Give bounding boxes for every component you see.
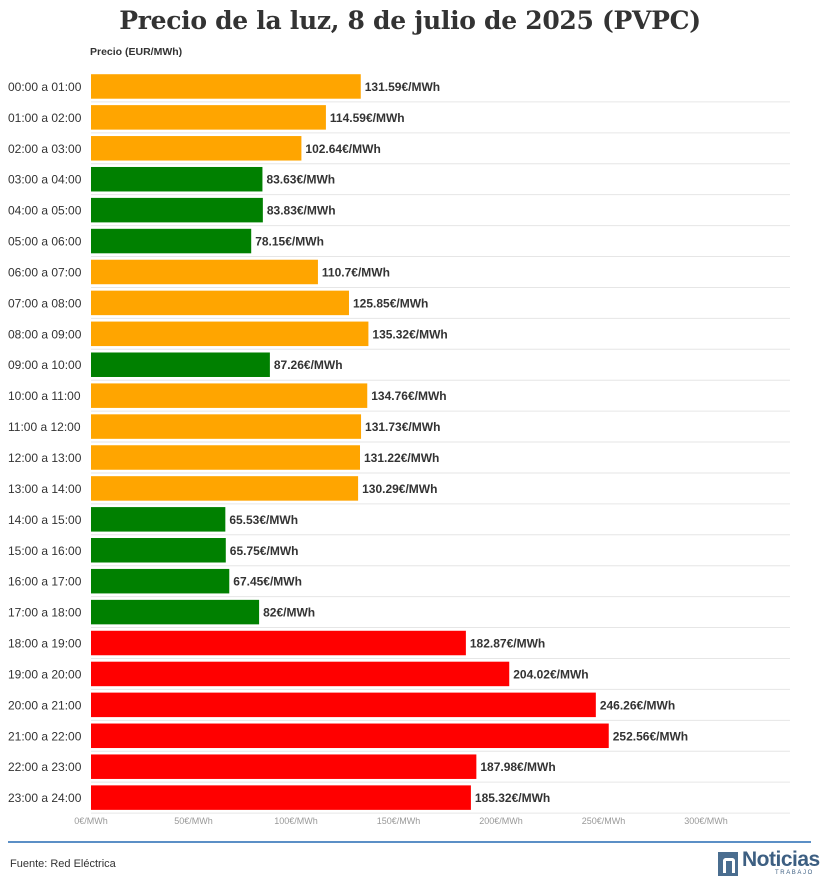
x-tick-label: 50€/MWh — [174, 816, 213, 826]
value-label: 131.73€/MWh — [365, 420, 440, 434]
value-label: 67.45€/MWh — [233, 575, 302, 589]
price-bar — [91, 538, 226, 563]
unit-label: Precio (EUR/MWh) — [90, 46, 183, 58]
price-bar — [91, 228, 252, 254]
price-bar — [91, 197, 263, 223]
value-label: 182.87€/MWh — [470, 637, 545, 651]
hour-label: 12:00 a 13:00 — [8, 451, 82, 465]
x-tick-label: 150€/MWh — [377, 816, 421, 826]
x-tick-label: 300€/MWh — [684, 816, 728, 826]
value-label: 83.83€/MWh — [267, 204, 336, 218]
hour-label: 15:00 a 16:00 — [8, 544, 82, 558]
price-bar — [91, 74, 361, 99]
noticias-trabajo-logo[interactable]: Noticias TRABAJO — [718, 848, 820, 879]
price-bar — [91, 414, 362, 439]
value-label: 134.76€/MWh — [371, 389, 446, 403]
hour-label: 08:00 a 09:00 — [8, 327, 82, 341]
hour-label: 18:00 a 19:00 — [8, 637, 82, 651]
hour-label: 16:00 a 17:00 — [8, 575, 82, 589]
source-text: Fuente: Red Eléctrica — [10, 858, 116, 870]
price-bar — [91, 630, 466, 656]
price-bar — [91, 599, 260, 625]
price-bar — [91, 105, 326, 130]
value-label: 131.22€/MWh — [364, 451, 439, 465]
value-label: 87.26€/MWh — [274, 358, 343, 372]
value-label: 82€/MWh — [263, 606, 315, 620]
price-bar-chart: 00:00 a 01:00 131.59€/MWh 01:00 a 02:00 114… — [8, 74, 790, 826]
footer-rule — [8, 841, 811, 843]
value-label: 125.85€/MWh — [353, 296, 428, 310]
value-label: 65.75€/MWh — [230, 544, 299, 558]
value-label: 114.59€/MWh — [330, 111, 405, 125]
hour-label: 19:00 a 20:00 — [8, 667, 82, 681]
price-bar — [91, 383, 368, 408]
logo-word: Noticias — [742, 848, 820, 871]
value-label: 130.29€/MWh — [362, 482, 437, 496]
value-label: 204.02€/MWh — [513, 667, 588, 681]
value-label: 135.32€/MWh — [372, 327, 447, 341]
hour-label: 07:00 a 08:00 — [8, 296, 82, 310]
price-bar — [91, 136, 302, 161]
hour-label: 10:00 a 11:00 — [8, 389, 81, 403]
chart-title: Precio de la luz, 8 de julio de 2025 (PV… — [119, 6, 701, 35]
price-bar — [91, 507, 226, 532]
x-tick-label: 250€/MWh — [582, 816, 626, 826]
hour-label: 05:00 a 06:00 — [8, 235, 82, 249]
hour-label: 14:00 a 15:00 — [8, 513, 82, 527]
price-bar — [91, 166, 263, 192]
hour-label: 21:00 a 22:00 — [8, 729, 82, 743]
hour-label: 17:00 a 18:00 — [8, 606, 82, 620]
price-bar — [91, 723, 609, 749]
price-bar — [91, 754, 477, 779]
value-label: 78.15€/MWh — [255, 235, 324, 249]
x-tick-label: 0€/MWh — [74, 816, 108, 826]
value-label: 187.98€/MWh — [480, 760, 555, 774]
hour-label: 00:00 a 01:00 — [8, 80, 82, 94]
price-bar — [91, 290, 349, 316]
x-tick-label: 200€/MWh — [479, 816, 523, 826]
hour-label: 23:00 a 24:00 — [8, 791, 82, 805]
value-label: 131.59€/MWh — [365, 80, 440, 94]
price-bar — [91, 352, 270, 377]
price-bar — [91, 476, 359, 501]
hour-label: 20:00 a 21:00 — [8, 698, 82, 712]
price-bar — [91, 321, 369, 347]
value-label: 102.64€/MWh — [305, 142, 380, 156]
price-bar — [91, 259, 318, 285]
x-tick-label: 100€/MWh — [274, 816, 318, 826]
hour-label: 03:00 a 04:00 — [8, 173, 82, 187]
price-bar — [91, 785, 471, 810]
hour-label: 02:00 a 03:00 — [8, 142, 82, 156]
hour-label: 06:00 a 07:00 — [8, 265, 82, 279]
hour-label: 09:00 a 10:00 — [8, 358, 82, 372]
hour-label: 01:00 a 02:00 — [8, 111, 82, 125]
value-label: 246.26€/MWh — [600, 698, 675, 712]
price-bar — [91, 445, 361, 470]
logo-mark-icon — [718, 852, 738, 876]
price-bar — [91, 692, 596, 718]
value-label: 252.56€/MWh — [613, 729, 688, 743]
logo-subtitle: TRABAJO — [775, 870, 814, 876]
hour-label: 11:00 a 12:00 — [8, 420, 81, 434]
value-label: 83.63€/MWh — [266, 173, 335, 187]
value-label: 110.7€/MWh — [322, 265, 390, 279]
hour-label: 22:00 a 23:00 — [8, 760, 82, 774]
value-label: 65.53€/MWh — [229, 513, 298, 527]
price-bar — [91, 568, 230, 594]
value-label: 185.32€/MWh — [475, 791, 550, 805]
hour-label: 13:00 a 14:00 — [8, 482, 82, 496]
hour-label: 04:00 a 05:00 — [8, 204, 82, 218]
price-bar — [91, 661, 510, 687]
